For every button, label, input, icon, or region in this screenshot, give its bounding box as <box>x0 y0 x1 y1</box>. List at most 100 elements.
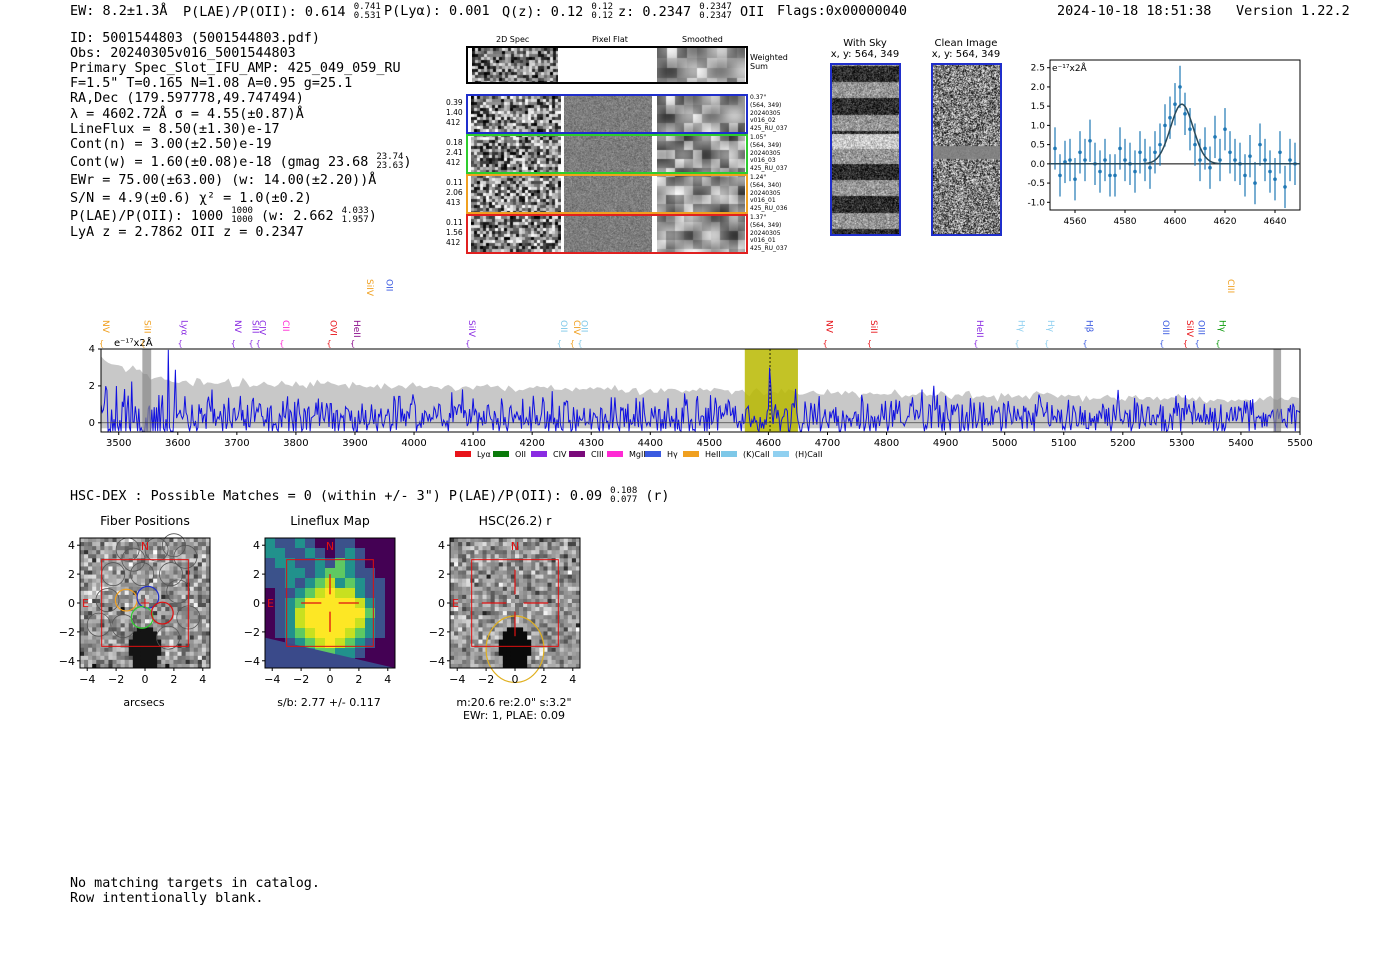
fiber-bg-pixel <box>84 647 89 653</box>
fiber-bg-pixel <box>92 594 97 600</box>
fiber-bg-pixel <box>165 586 170 592</box>
fiber-bg-pixel <box>96 619 101 624</box>
panel-xtick-label: −4 <box>79 673 95 686</box>
hsc-pixel <box>527 611 532 616</box>
hsc-pixel <box>454 631 459 636</box>
lineflux-pixel <box>265 618 276 629</box>
hsc-pixel <box>498 663 504 669</box>
spectrum-line-marker: HeII <box>351 320 361 338</box>
hsc-pixel <box>531 554 536 559</box>
fiber-bg-pixel <box>108 663 113 669</box>
fiber-bg-pixel <box>197 635 203 640</box>
panel-frame <box>449 537 581 669</box>
hsc-pixel <box>506 554 512 559</box>
hsc-pixel <box>519 651 524 657</box>
hsc-pixel <box>571 566 577 571</box>
hsc-pixel <box>559 619 565 624</box>
fiber-bg-pixel <box>201 603 207 608</box>
fiber-bg-pixel <box>112 651 117 657</box>
hsc-pixel <box>510 562 516 567</box>
hsc-pixel <box>474 598 479 604</box>
hsc-pixel <box>543 619 548 624</box>
fiber-bg-pixel <box>140 538 146 543</box>
fiber-bg-pixel <box>108 598 113 604</box>
fiber-bg-pixel <box>193 611 199 616</box>
fiber-bg-pixel <box>88 643 93 649</box>
hsc-pixel <box>535 607 540 612</box>
hsc-pixel <box>506 647 512 653</box>
hsc-pixel <box>470 570 475 575</box>
fiber-bg-pixel <box>201 586 207 592</box>
cutout-stat: 2.06 <box>446 188 463 197</box>
lineflux-pixel <box>385 658 396 669</box>
fiber-bg-pixel <box>173 562 178 567</box>
fiber-bg-pixel <box>116 566 122 571</box>
hsc-pixel <box>567 603 573 608</box>
hsc-pixel <box>571 578 577 584</box>
lineflux-pixel <box>295 588 306 599</box>
fiber-bg-pixel <box>149 663 154 669</box>
spectrum-line-marker: NV <box>100 320 110 334</box>
hsc-pixel <box>502 538 508 543</box>
hsc-pixel <box>571 538 577 543</box>
hsc-pixel <box>506 570 512 575</box>
cutout-meta-line: 425_RU_036 <box>750 205 788 213</box>
hsc-pixel <box>490 546 496 551</box>
zoom-ytick-label: -0.5 <box>1027 179 1045 189</box>
hsc-pixel <box>567 639 573 645</box>
fiber-bg-pixel <box>177 546 182 551</box>
hsc-pixel <box>515 538 520 543</box>
hsc-pixel <box>474 659 479 665</box>
hsc-pixel <box>470 651 475 657</box>
hsc-pixel <box>567 546 573 551</box>
hsc-pixel <box>523 582 528 588</box>
hsc-pixel <box>515 594 520 600</box>
hsc-pixel <box>478 538 483 543</box>
zoom-data-point <box>1108 173 1112 178</box>
hsc-pixel <box>563 574 569 580</box>
fiber-bg-pixel <box>165 546 170 551</box>
fiber-bg-pixel <box>136 603 142 608</box>
spectrum-ytick-label: 2 <box>89 381 95 392</box>
hsc-pixel <box>547 562 552 567</box>
hsc-pixel <box>543 550 548 555</box>
fiber-bg-pixel <box>100 659 105 665</box>
hsc-pixel <box>454 538 459 543</box>
spectrum-line-bracket: { <box>1015 339 1020 348</box>
hsc-pixel <box>506 603 512 608</box>
fiber-bg-pixel <box>189 586 195 592</box>
cutout-row-stats: 0.18 2.41 412 <box>446 138 463 168</box>
hsc-pixel <box>571 598 577 604</box>
hsc-pixel <box>474 627 479 632</box>
hsc-pixel <box>494 651 500 657</box>
fiber-bg-pixel <box>92 574 97 580</box>
fiber-bg-pixel <box>128 550 134 555</box>
hsc-pixel <box>502 619 508 624</box>
fiber-bg-pixel <box>100 594 105 600</box>
fiber-bg-pixel <box>205 538 211 543</box>
hsc-pixel <box>535 578 540 584</box>
hsc-pixel <box>515 542 520 547</box>
fiber-bg-pixel <box>80 619 85 624</box>
hsc-pixel <box>494 603 500 608</box>
fiber-bg-pixel <box>120 655 126 661</box>
hsc-pixel <box>450 663 455 669</box>
hsc-pixel <box>519 627 524 632</box>
fiber-bg-pixel <box>80 570 85 575</box>
fiber-bg-pixel <box>189 655 195 661</box>
hsc-pixel <box>523 590 528 596</box>
cutout-meta-line: 1.24" <box>750 174 767 181</box>
fiber-bg-pixel <box>201 651 207 657</box>
fiber-bg-pixel <box>173 546 178 551</box>
fiber-bg-pixel <box>205 558 211 563</box>
hsc-pixel <box>571 619 577 624</box>
hsc-pixel <box>502 554 508 559</box>
fiber-bg-pixel <box>124 619 130 624</box>
hsc-pixel <box>575 546 581 551</box>
hsc-pixel <box>515 631 520 636</box>
fiber-bg-pixel <box>177 578 182 584</box>
hsc-pixel <box>567 578 573 584</box>
fiber-bg-pixel <box>92 566 97 571</box>
lineflux-pixel <box>295 538 306 549</box>
hsc-pixel <box>575 598 581 604</box>
